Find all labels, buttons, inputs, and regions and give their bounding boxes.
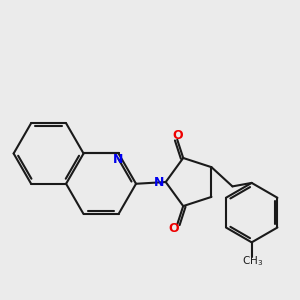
Text: N: N [154,176,165,188]
Text: O: O [169,222,179,235]
Text: O: O [172,129,183,142]
Text: N: N [113,153,124,166]
Text: CH$_3$: CH$_3$ [242,255,263,268]
